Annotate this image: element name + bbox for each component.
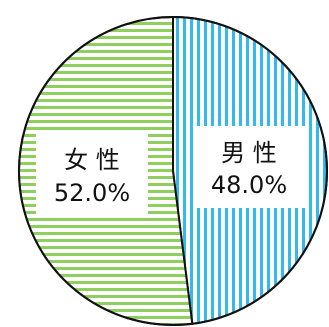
pie-outline <box>18 16 328 326</box>
label-female-group: 女 性 52.0% <box>36 134 148 216</box>
label-female-background <box>36 134 148 216</box>
slice-value-male: 48.0% <box>211 171 287 199</box>
label-male-group: 男 性 48.0% <box>193 126 305 208</box>
slice-label-male: 男 性 <box>221 139 277 167</box>
slice-value-female: 52.0% <box>54 179 130 207</box>
slice-label-female: 女 性 <box>64 146 120 174</box>
label-male-background <box>193 126 305 208</box>
